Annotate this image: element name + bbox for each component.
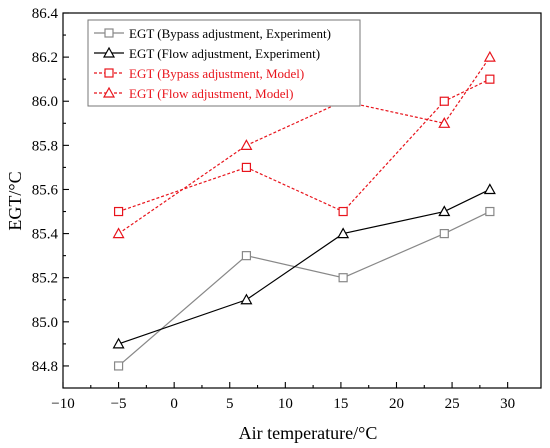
y-tick-label: 85.6 [32,182,59,198]
y-tick-label: 85.4 [32,227,59,243]
y-tick-label: 86.0 [32,94,58,110]
legend: EGT (Bypass adjustment, Experiment) EGT (… [87,19,361,107]
x-tick-label: 10 [278,396,293,412]
data-point-marker [438,117,451,128]
x-tick-label: 25 [445,396,460,412]
legend-swatch-marker [102,86,116,98]
data-point-marker [113,206,124,217]
data-point-marker [439,96,449,106]
data-point-marker [483,183,496,195]
axes: −10 −5 0 5 10 15 20 25 30 84.8 85.0 85.2 85.4 85.6 85.… [32,6,542,412]
data-point-marker [241,251,252,261]
data-point-marker [438,205,451,217]
legend-frame [87,19,361,107]
series-line [118,188,491,345]
x-tick-label: 5 [226,396,234,412]
y-axis-label: EGT/°C [5,171,25,230]
series-line [118,210,491,367]
data-point-marker [338,206,348,217]
y-tick-label: 86.2 [32,50,58,66]
legend-swatch-marker [102,46,116,58]
data-point-marker [241,162,252,173]
data-point-marker [485,206,495,217]
legend-swatch-marker [104,68,114,78]
x-tick-label: −10 [51,396,74,412]
y-tick-label: 84.8 [32,359,58,375]
x-tick-label: 0 [170,396,178,412]
data-point-marker [112,337,125,349]
legend-label: EGT (Bypass adjustment, Experiment) [129,26,331,41]
data-point-marker [337,227,350,239]
x-tick-label: 15 [333,396,348,412]
data-point-marker [240,293,253,305]
data-point-marker [485,74,495,84]
data-point-marker [112,227,125,239]
y-tick-label: 86.4 [32,6,59,22]
legend-label: EGT (Bypass adjustment, Model) [129,66,304,81]
series-1 [113,206,495,371]
x-tick-label: −5 [111,396,127,412]
y-tick-label: 85.8 [32,138,58,154]
data-point-marker [240,139,253,150]
series-3 [113,74,495,217]
data-point-marker [439,228,449,239]
data-point-marker [338,273,348,283]
legend-label: EGT (Flow adjustment, Experiment) [129,46,320,61]
x-axis-label: Air temperature/°C [239,423,378,443]
y-tick-label: 85.0 [32,315,58,331]
legend-label: EGT (Flow adjustment, Model) [129,86,293,101]
data-point-marker [483,50,496,62]
data-point-marker [113,361,124,371]
plot-frame [62,12,542,389]
series-2 [112,183,496,349]
x-tick-label: 20 [389,396,404,412]
x-tick-label: 30 [500,396,515,412]
y-tick-label: 85.2 [32,271,58,287]
legend-swatch-marker [104,28,114,38]
